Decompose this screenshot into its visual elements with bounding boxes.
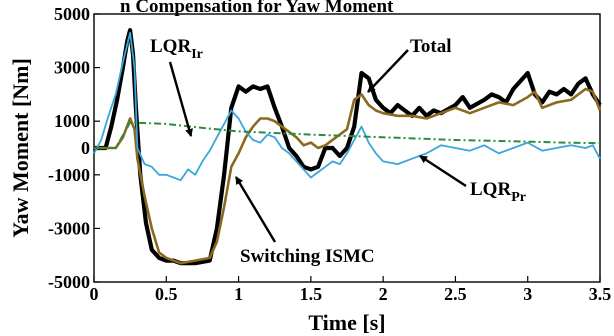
y-tick-label: 1000 <box>54 111 90 131</box>
y-tick-label: -1000 <box>48 165 90 185</box>
top-text-fragment: n Compensation for Yaw Moment <box>120 0 394 17</box>
y-tick-label: 5000 <box>54 4 90 24</box>
arrow-total <box>367 49 409 93</box>
x-tick-label: 3.5 <box>589 284 612 304</box>
series-line-total <box>94 28 602 266</box>
y-tick-label: 3000 <box>54 58 90 78</box>
x-tick-label: 1 <box>234 284 243 304</box>
annotation-total: Total <box>410 36 452 57</box>
annotation-lqr-ir: LQRIr <box>150 36 203 62</box>
x-tick-label: 1.5 <box>300 284 323 304</box>
series-lines <box>93 28 602 266</box>
x-tick-label: 0 <box>90 284 99 304</box>
x-tick-label: 2 <box>379 284 388 304</box>
annotations: LQRIr Total LQRPr Switching ISMC <box>150 36 526 267</box>
annotation-arrows <box>168 49 467 243</box>
arrow-lqr-ir <box>168 61 193 137</box>
y-tick-label: 0 <box>81 138 90 158</box>
annotation-switching-ismc: Switching ISMC <box>240 246 375 267</box>
x-axis-title: Time [s] <box>308 310 385 335</box>
x-tick-label: 3 <box>523 284 532 304</box>
series-line-lqr-ir <box>94 121 601 149</box>
annotation-lqr-pr: LQRPr <box>470 179 526 205</box>
series-line-lqr-pr <box>93 31 601 182</box>
axes: 0 0.5 1 1.5 2 2.5 3 3.5 -5000 -3000 -1000 0 1000 3000… <box>48 4 611 304</box>
arrow-lqr-pr <box>419 154 467 188</box>
x-tick-label: 0.5 <box>155 284 178 304</box>
y-tick-label: -3000 <box>48 218 90 238</box>
arrow-switching-ismc <box>234 176 277 243</box>
series-line-switching-ismc <box>94 87 602 265</box>
x-tick-label: 2.5 <box>444 284 467 304</box>
y-tick-label: -5000 <box>48 272 90 292</box>
y-axis-title: Yaw Moment [Nm] <box>8 58 33 238</box>
